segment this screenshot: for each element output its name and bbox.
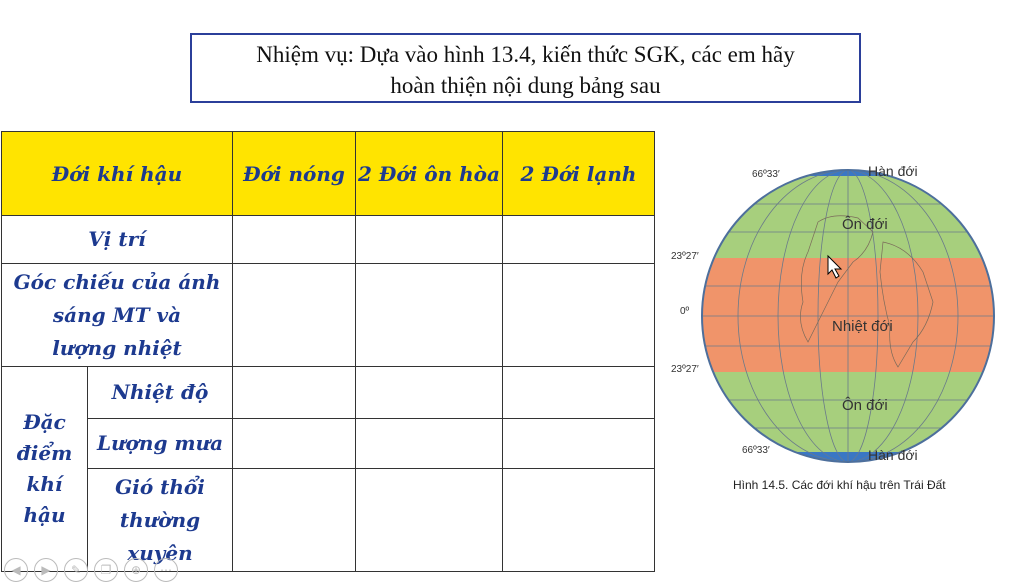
climate-zones-globe: Hàn đới Ôn đới Nhiệt đới Ôn đới Hàn đới … [668, 152, 1024, 492]
label-cold-zone-south: Hàn đới [868, 447, 918, 463]
globe-figure: Hàn đới Ôn đới Nhiệt đới Ôn đới Hàn đới … [671, 163, 995, 463]
cell[interactable] [355, 215, 503, 264]
globe-outline [701, 169, 995, 463]
cell[interactable] [232, 468, 356, 572]
label-line: Góc chiếu của ánh [13, 269, 221, 294]
lat-66-south: 66º33′ [742, 445, 770, 456]
label-tropical-zone: Nhiệt đới [832, 318, 893, 335]
header-hot-zone: Đới nóng [232, 131, 356, 216]
cell[interactable] [232, 263, 356, 367]
pen-icon[interactable]: ✎ [64, 558, 88, 582]
row-label-position: Vị trí [1, 215, 233, 264]
tropical-zone [702, 258, 994, 372]
zoom-icon[interactable]: ⊕ [124, 558, 148, 582]
group-label-climate-features: Đặc điểm khí hậu [1, 366, 88, 572]
slideshow-nav: ◀ ▶ ✎ ❐ ⊕ ⋯ [4, 558, 178, 582]
task-line-2: hoàn thiện nội dung bảng sau [390, 73, 661, 98]
task-box: Nhiệm vụ: Dựa vào hình 13.4, kiến thức S… [190, 33, 861, 103]
cell[interactable] [502, 468, 655, 572]
cell[interactable] [232, 366, 356, 419]
label-cold-zone-north: Hàn đới [868, 163, 918, 179]
cell[interactable] [232, 418, 356, 469]
figure-caption: Hình 14.5. Các đới khí hậu trên Trái Đất [733, 478, 946, 492]
row-label-sun-angle: Góc chiếu của ánh sáng MT và lượng nhiệt [1, 263, 233, 367]
header-temperate-zones: 2 Đới ôn hòa [355, 131, 503, 216]
lat-equator: 0º [680, 306, 690, 317]
label-line: thường [119, 507, 201, 532]
label-line: điểm [16, 441, 73, 465]
continent-outline [800, 215, 874, 343]
task-line-1: Nhiệm vụ: Dựa vào hình 13.4, kiến thức S… [256, 42, 795, 67]
label-line: sáng MT và [52, 302, 182, 327]
back-icon[interactable]: ◀ [4, 558, 28, 582]
label-temperate-zone-north: Ôn đới [842, 216, 888, 233]
header-zone: Đới khí hậu [1, 131, 233, 216]
cell[interactable] [355, 366, 503, 419]
row-label-prevailing-wind: Gió thổi thường xuyên [87, 468, 233, 572]
cold-zone-north [702, 170, 994, 176]
row-label-rainfall: Lượng mưa [87, 418, 233, 469]
lat-23-north: 23º27′ [671, 251, 699, 262]
continent-outline [879, 241, 934, 368]
cell[interactable] [502, 418, 655, 469]
label-temperate-zone-south: Ôn đới [842, 397, 888, 414]
cell[interactable] [502, 366, 655, 419]
forward-icon[interactable]: ▶ [34, 558, 58, 582]
climate-zone-table: Đới khí hậu Đới nóng 2 Đới ôn hòa 2 Đới … [1, 131, 655, 572]
cell[interactable] [502, 263, 655, 367]
header-cold-zones: 2 Đới lạnh [502, 131, 655, 216]
label-line: lượng nhiệt [52, 335, 182, 360]
lat-23-south: 23º27′ [671, 364, 699, 375]
more-icon[interactable]: ⋯ [154, 558, 178, 582]
cell[interactable] [232, 215, 356, 264]
lat-66-north: 66º33′ [752, 169, 780, 180]
copy-icon[interactable]: ❐ [94, 558, 118, 582]
row-label-temperature: Nhiệt độ [87, 366, 233, 419]
label-line: Đặc [23, 410, 66, 434]
mouse-cursor-icon [827, 254, 843, 279]
label-line: khí [26, 472, 63, 496]
cell[interactable] [502, 215, 655, 264]
cell[interactable] [355, 418, 503, 469]
label-line: Gió thổi [115, 474, 205, 499]
cell[interactable] [355, 468, 503, 572]
label-line: hậu [23, 503, 66, 527]
cell[interactable] [355, 263, 503, 367]
